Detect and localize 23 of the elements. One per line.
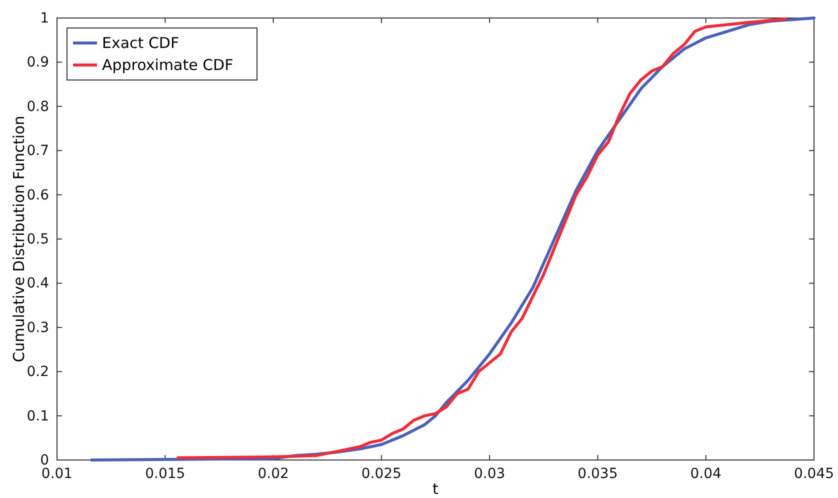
x-tick-label: 0.03 — [474, 466, 506, 482]
y-tick-label: 0.3 — [26, 320, 49, 336]
x-tick-label: 0.025 — [361, 466, 402, 482]
x-tick-label: 0.045 — [794, 466, 834, 482]
legend-label: Exact CDF — [102, 34, 180, 52]
legend-label: Approximate CDF — [102, 56, 234, 74]
x-tick-label: 0.02 — [258, 466, 289, 482]
y-tick-label: 0.8 — [26, 98, 49, 115]
x-tick-label: 0.04 — [690, 466, 722, 482]
x-axis-title: t — [432, 480, 439, 498]
y-axis-title: Cumulative Distribution Function — [10, 116, 28, 362]
y-tick-label: 0.9 — [26, 54, 49, 71]
x-tick-label: 0.035 — [578, 466, 618, 482]
y-tick-label: 0.1 — [26, 408, 49, 424]
y-tick-label: 1 — [40, 10, 49, 26]
y-tick-label: 0.5 — [26, 231, 49, 248]
y-tick-label: 0 — [40, 452, 49, 468]
y-tick-label: 0.4 — [26, 276, 50, 292]
y-tick-label: 0.2 — [26, 364, 49, 380]
y-tick-label: 0.7 — [26, 143, 49, 160]
y-tick-label: 0.6 — [26, 187, 50, 204]
x-tick-label: 0.01 — [41, 466, 73, 482]
x-tick-label: 0.015 — [145, 466, 186, 482]
